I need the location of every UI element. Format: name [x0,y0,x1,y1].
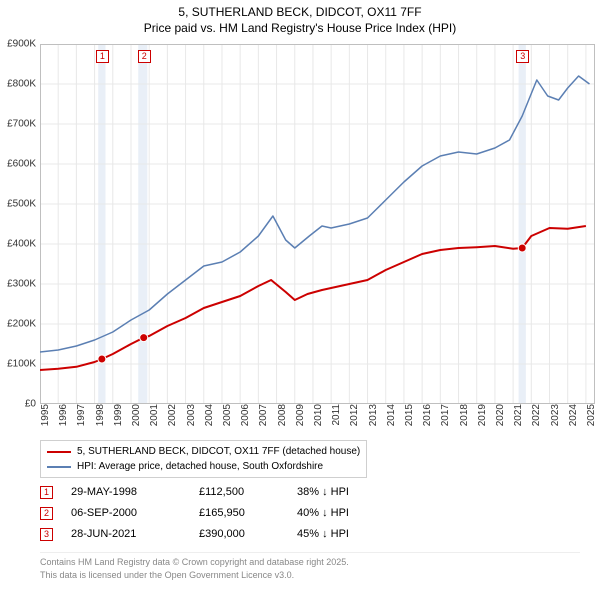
chart-title: 5, SUTHERLAND BECK, DIDCOT, OX11 7FF Pri… [0,0,600,36]
x-tick-label: 2021 [513,404,521,426]
x-tick-label: 2011 [331,404,339,426]
x-tick-label: 1995 [40,404,48,426]
x-tick-label: 2023 [550,404,558,426]
title-line-2: Price paid vs. HM Land Registry's House … [0,20,600,36]
y-tick-label: £700K [0,119,36,130]
x-tick-label: 2024 [568,404,576,426]
x-tick-label: 2015 [404,404,412,426]
sales-delta: 38% ↓ HPI [297,482,387,503]
x-tick-label: 2019 [477,404,485,426]
x-tick-label: 2001 [149,404,157,426]
y-tick-label: £300K [0,279,36,290]
x-tick-label: 1996 [58,404,66,426]
legend-swatch [47,466,71,468]
x-tick-label: 2002 [167,404,175,426]
x-tick-label: 2016 [422,404,430,426]
x-tick-label: 2014 [386,404,394,426]
x-tick-label: 1999 [113,404,121,426]
sales-row: 2 06-SEP-2000 £165,950 40% ↓ HPI [40,503,387,524]
y-tick-label: £800K [0,79,36,90]
sales-price: £165,950 [199,503,279,524]
y-tick-label: £400K [0,239,36,250]
sales-table: 1 29-MAY-1998 £112,500 38% ↓ HPI 2 06-SEP-200… [40,482,387,545]
y-tick-label: £600K [0,159,36,170]
chart-marker: 2 [138,50,151,63]
sales-delta: 40% ↓ HPI [297,503,387,524]
x-tick-label: 2003 [186,404,194,426]
plot-area: £0£100K£200K£300K£400K£500K£600K£700K£80… [40,44,595,404]
x-tick-label: 2025 [586,404,594,426]
y-tick-label: £100K [0,359,36,370]
x-tick-label: 1997 [76,404,84,426]
chart-svg [40,44,595,404]
y-tick-label: £500K [0,199,36,210]
y-tick-label: £200K [0,319,36,330]
chart-container: 5, SUTHERLAND BECK, DIDCOT, OX11 7FF Pri… [0,0,600,590]
x-tick-label: 2004 [204,404,212,426]
x-tick-label: 2018 [459,404,467,426]
sales-row: 1 29-MAY-1998 £112,500 38% ↓ HPI [40,482,387,503]
title-line-1: 5, SUTHERLAND BECK, DIDCOT, OX11 7FF [0,4,600,20]
legend-label: HPI: Average price, detached house, Sout… [77,459,323,474]
legend-swatch [47,451,71,453]
sales-row: 3 28-JUN-2021 £390,000 45% ↓ HPI [40,524,387,545]
x-tick-label: 1998 [95,404,103,426]
sales-marker: 1 [40,486,53,499]
x-tick-label: 2000 [131,404,139,426]
footer-line-2: This data is licensed under the Open Gov… [40,569,580,582]
sales-date: 28-JUN-2021 [71,524,181,545]
legend-label: 5, SUTHERLAND BECK, DIDCOT, OX11 7FF (de… [77,444,360,459]
x-tick-label: 2005 [222,404,230,426]
y-tick-label: £900K [0,39,36,50]
chart-marker: 1 [96,50,109,63]
legend-item: HPI: Average price, detached house, Sout… [47,459,360,474]
x-tick-label: 2022 [531,404,539,426]
footer-note: Contains HM Land Registry data © Crown c… [40,552,580,581]
sales-price: £112,500 [199,482,279,503]
x-tick-label: 2009 [295,404,303,426]
sales-date: 06-SEP-2000 [71,503,181,524]
sales-price: £390,000 [199,524,279,545]
x-tick-label: 2013 [368,404,376,426]
sales-date: 29-MAY-1998 [71,482,181,503]
y-tick-label: £0 [0,399,36,410]
x-tick-label: 2020 [495,404,503,426]
x-tick-label: 2006 [240,404,248,426]
x-tick-label: 2017 [440,404,448,426]
legend-item: 5, SUTHERLAND BECK, DIDCOT, OX11 7FF (de… [47,444,360,459]
x-tick-label: 2010 [313,404,321,426]
sales-marker: 2 [40,507,53,520]
x-tick-label: 2012 [349,404,357,426]
x-tick-label: 2008 [277,404,285,426]
x-tick-label: 2007 [258,404,266,426]
footer-line-1: Contains HM Land Registry data © Crown c… [40,556,580,569]
sales-marker: 3 [40,528,53,541]
chart-marker: 3 [516,50,529,63]
sales-delta: 45% ↓ HPI [297,524,387,545]
legend: 5, SUTHERLAND BECK, DIDCOT, OX11 7FF (de… [40,440,367,478]
